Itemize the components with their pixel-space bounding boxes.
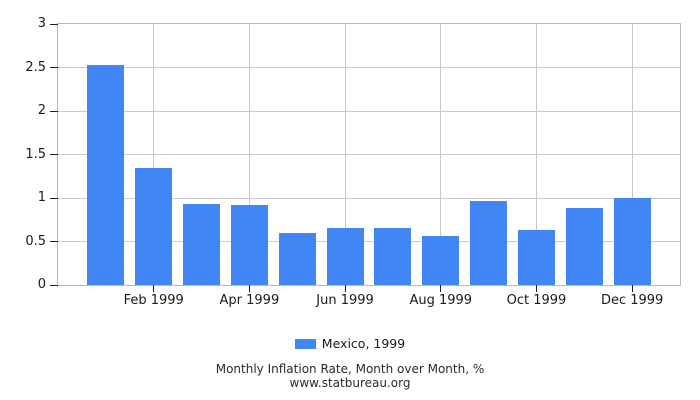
bar-oct-1999 [517, 230, 555, 285]
y-axis-tick [50, 154, 58, 155]
x-axis-label: Oct 1999 [506, 293, 567, 308]
bar-jul-1999 [374, 227, 412, 285]
x-axis-tick [631, 285, 633, 292]
x-axis-label: Feb 1999 [123, 293, 184, 308]
y-axis-label: 2 [37, 103, 46, 118]
bar-mar-1999 [183, 204, 221, 285]
bar-sep-1999 [470, 200, 508, 285]
y-gridline [58, 241, 680, 242]
x-gridline [344, 24, 346, 285]
chart-source-url: www.statbureau.org [289, 376, 411, 390]
y-gridline [58, 110, 680, 112]
bar-feb-1999 [135, 168, 173, 285]
y-axis-label: 0.5 [25, 233, 46, 249]
x-axis-label: Dec 1999 [600, 293, 664, 308]
y-axis-label: 3 [37, 16, 46, 31]
y-axis-tick [50, 110, 58, 112]
bar-apr-1999 [230, 204, 268, 285]
y-axis-tick [50, 284, 58, 286]
x-axis-tick [535, 285, 537, 292]
chart-footer: Monthly Inflation Rate, Month over Month… [0, 362, 700, 390]
y-axis-label: 2.5 [25, 59, 46, 75]
bar-jun-1999 [326, 227, 364, 285]
bar-nov-1999 [565, 207, 603, 285]
y-gridline [58, 67, 680, 68]
x-gridline [535, 24, 537, 285]
chart-title: Monthly Inflation Rate, Month over Month… [215, 362, 485, 376]
x-axis-tick [440, 285, 442, 292]
x-axis-tick [153, 285, 155, 292]
y-gridline [58, 197, 680, 199]
y-axis-label: 0 [37, 277, 46, 292]
bar-may-1999 [278, 232, 316, 285]
y-gridline [58, 154, 680, 155]
bar-jan-1999 [87, 64, 125, 285]
legend-swatch [294, 338, 316, 349]
legend-label: Mexico, 1999 [321, 336, 406, 351]
y-axis-tick [50, 23, 58, 25]
y-axis-label: 1.5 [25, 146, 46, 162]
x-axis-tick [344, 285, 346, 292]
x-axis-label: Apr 1999 [219, 293, 280, 308]
x-gridline [248, 24, 250, 285]
x-gridline [631, 24, 633, 285]
x-axis-label: Aug 1999 [409, 293, 473, 308]
x-gridline [153, 24, 155, 285]
bar-dec-1999 [613, 198, 651, 285]
y-axis-label: 1 [37, 190, 46, 205]
y-axis-tick [50, 241, 58, 242]
legend: Mexico, 1999 [0, 336, 700, 351]
x-axis-tick [248, 285, 250, 292]
bar-aug-1999 [422, 236, 460, 285]
x-gridline [440, 24, 442, 285]
plot-area: 0 0.5 1 1.5 2 2.5 3 Feb 1999 Apr 1999 Jun 1999 Aug… [25, 17, 681, 308]
y-axis-tick [50, 197, 58, 199]
y-axis-tick [50, 67, 58, 68]
x-axis-label: Jun 1999 [316, 293, 374, 308]
